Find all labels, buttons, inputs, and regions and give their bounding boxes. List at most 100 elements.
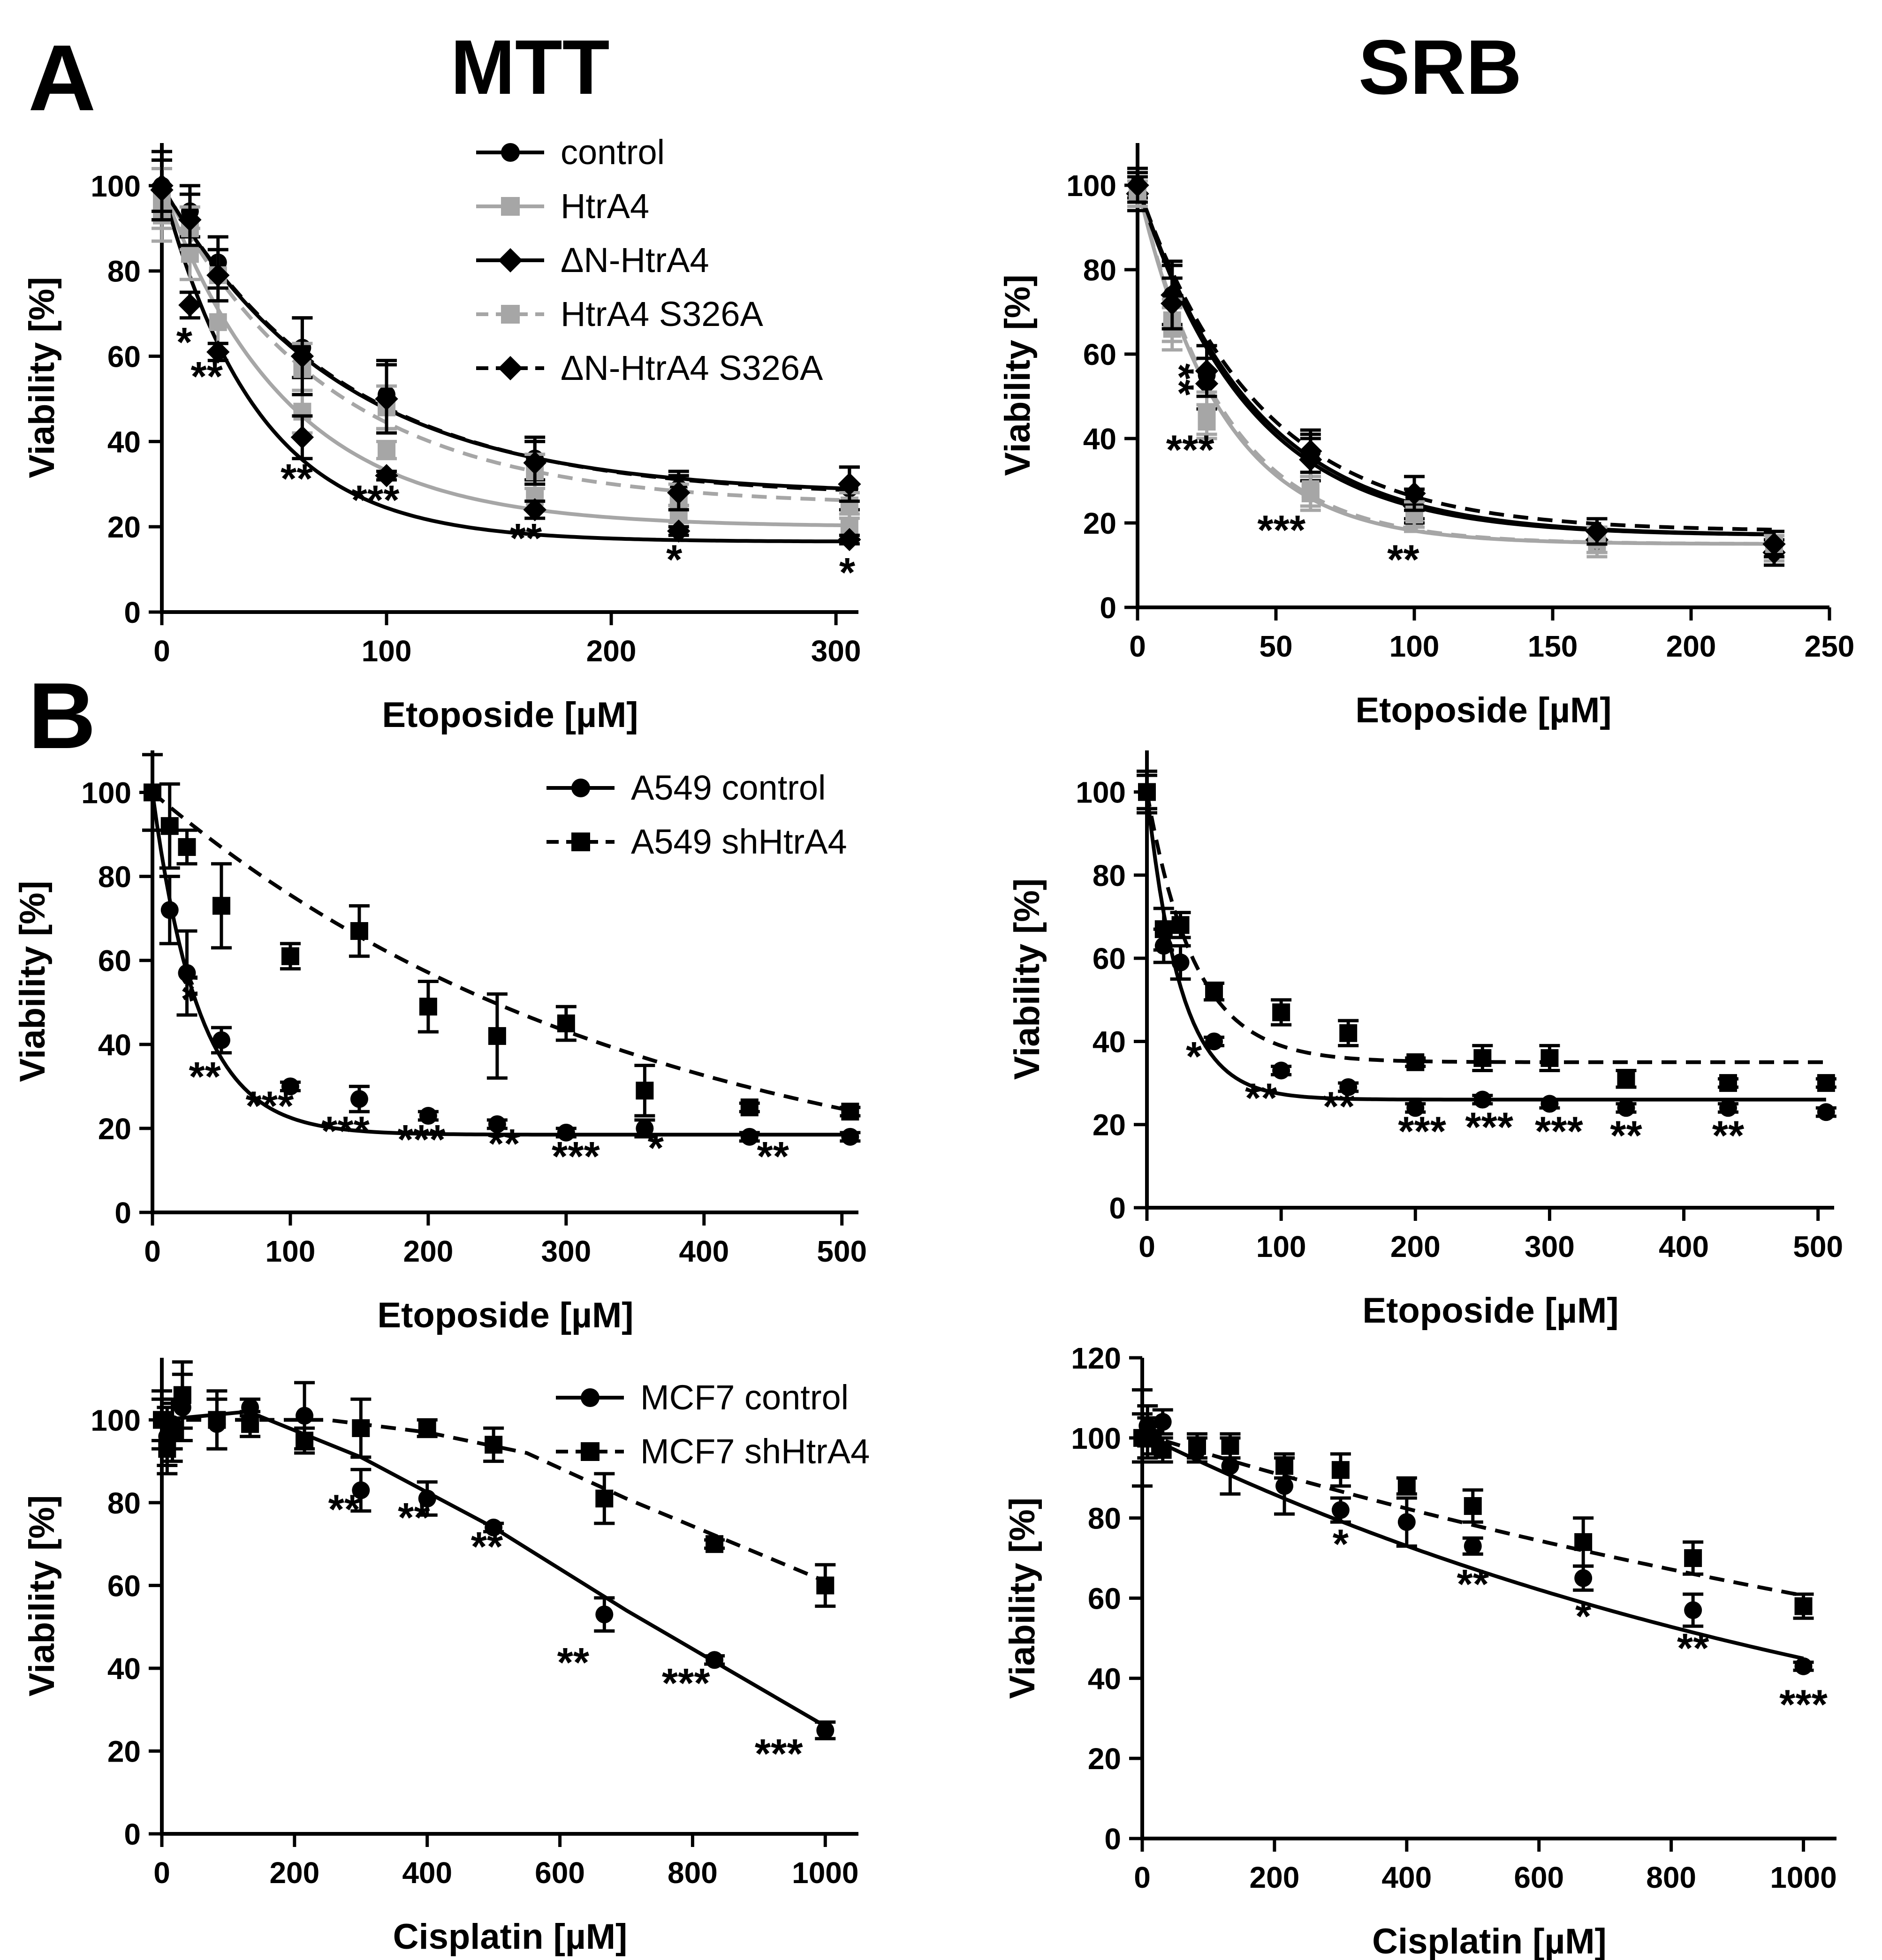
legend-marker	[571, 832, 590, 851]
x-tick-label: 400	[1659, 1230, 1709, 1264]
y-axis-title: Viability [%]	[13, 881, 53, 1082]
data-point-mcf7-control	[1221, 1457, 1239, 1475]
significance-label: ***	[351, 477, 400, 523]
data-point-n-htra4	[838, 528, 861, 552]
x-axis-title: Etoposide [µM]	[382, 695, 638, 735]
y-tick-label: 80	[1088, 1502, 1121, 1536]
x-tick-label: 0	[1134, 1861, 1151, 1894]
data-point-mcf7-control	[1574, 1569, 1593, 1587]
data-point-htra4-s326a	[1301, 480, 1320, 498]
y-tick-label: 40	[1093, 1025, 1126, 1059]
y-tick-label: 20	[98, 1112, 131, 1146]
data-point-mcf7-shhtra4	[163, 1423, 182, 1441]
data-point-htra4	[378, 441, 396, 459]
x-tick-label: 1000	[792, 1856, 858, 1890]
y-tick-label: 60	[107, 340, 141, 374]
series-line-a549-shhtra4	[1145, 791, 1826, 1064]
data-point-n-htra4	[290, 425, 314, 449]
data-point-a549-shhtra4	[1272, 1003, 1290, 1022]
data-point-mcf7-control	[706, 1651, 724, 1669]
x-tick-label: 0	[144, 1234, 161, 1268]
data-point-n-htra4-s326a	[1299, 439, 1322, 463]
data-point-a549-shhtra4	[1154, 920, 1173, 938]
legend-marker	[501, 197, 520, 216]
significance-label: **	[1323, 1083, 1355, 1129]
x-tick-label: 600	[535, 1856, 585, 1890]
data-point-n-htra4-s326a	[1585, 520, 1609, 543]
significance-label: **	[1457, 1561, 1489, 1607]
legend-label: A549 shHtrA4	[631, 822, 847, 861]
data-point-a549-control	[1541, 1095, 1559, 1113]
series-line-mcf7-shhtra4	[162, 1418, 826, 1583]
data-point-mcf7-control	[1331, 1501, 1350, 1519]
data-point-mcf7-shhtra4	[1221, 1437, 1239, 1455]
significance-label: *	[1186, 1033, 1202, 1080]
data-point-a549-shhtra4	[841, 1103, 859, 1121]
x-tick-label: 1000	[1770, 1861, 1836, 1894]
legend-label: MCF7 control	[640, 1378, 849, 1417]
significance-label: ***	[755, 1730, 803, 1777]
x-tick-label: 0	[1138, 1230, 1155, 1264]
y-tick-label: 60	[1083, 338, 1116, 371]
data-point-mcf7-control	[1397, 1513, 1416, 1531]
data-point-n-htra4-s326a	[375, 387, 398, 411]
y-tick-label: 100	[91, 169, 141, 203]
data-point-mcf7-control	[1794, 1657, 1813, 1675]
y-tick-label: 20	[107, 1734, 141, 1768]
chart-a-srb: 0 50 100 150 200 250 0 20 40 60 80 100 Etoposide [µM…	[998, 143, 1854, 730]
x-tick-label: 600	[1514, 1861, 1564, 1894]
data-point-mcf7-shhtra4	[208, 1411, 226, 1429]
y-tick-label: 100	[81, 776, 131, 810]
y-tick-label: 40	[107, 425, 141, 459]
data-point-mcf7-shhtra4	[1153, 1441, 1172, 1459]
x-tick-label: 200	[586, 634, 637, 668]
data-point-mcf7-control	[1275, 1477, 1294, 1495]
y-tick-label: 0	[124, 1817, 141, 1851]
x-tick-label: 100	[1389, 629, 1440, 663]
legend-label: HtrA4 S326A	[561, 295, 764, 333]
significance-label: **	[1677, 1625, 1709, 1671]
data-point-a549-control	[419, 1107, 437, 1125]
data-point-n-htra4-s326a	[667, 481, 691, 505]
data-point-a549-control	[281, 1077, 299, 1096]
data-point-htra4-s326a	[1198, 404, 1216, 422]
x-tick-label: 0	[153, 634, 170, 668]
legend-label: HtrA4	[561, 187, 649, 226]
significance-label: ***	[397, 1116, 446, 1163]
significance-label: **	[510, 515, 542, 561]
data-point-mcf7-control	[352, 1481, 370, 1499]
data-point-a549-control	[1339, 1078, 1358, 1096]
y-tick-label: 60	[1088, 1582, 1121, 1616]
data-point-a549-control	[488, 1115, 506, 1133]
data-point-a549-control	[1817, 1103, 1835, 1121]
data-point-mcf7-shhtra4	[241, 1415, 259, 1433]
data-point-mcf7-shhtra4	[1574, 1533, 1593, 1551]
data-point-a549-control	[350, 1090, 368, 1108]
y-tick-label: 80	[1093, 859, 1126, 893]
x-tick-label: 500	[1793, 1230, 1843, 1264]
data-point-a549-shhtra4	[740, 1098, 759, 1117]
data-point-a549-control	[160, 901, 179, 919]
y-tick-label: 60	[98, 944, 131, 978]
data-point-mcf7-control	[595, 1605, 614, 1624]
y-tick-label: 100	[91, 1403, 141, 1437]
data-point-mcf7-shhtra4	[816, 1576, 835, 1595]
significance-label: **	[189, 1053, 221, 1099]
significance-label: **	[471, 1523, 503, 1569]
x-axis-title: Etoposide [µM]	[1362, 1291, 1618, 1331]
significance-label: ***	[1465, 1104, 1513, 1150]
y-tick-label: 40	[1088, 1662, 1121, 1695]
data-point-a549-shhtra4	[212, 897, 230, 915]
y-tick-label: 40	[98, 1028, 131, 1062]
legend-label: A549 control	[631, 768, 826, 807]
legend-label: ΔN-HtrA4	[561, 241, 709, 280]
legend: MCF7 control MCF7 shHtrA4	[556, 1378, 870, 1471]
data-point-n-htra4-s326a	[1161, 292, 1184, 315]
data-point-a549-shhtra4	[1473, 1049, 1492, 1067]
y-tick-label: 100	[1076, 776, 1126, 810]
data-point-a549-control	[1171, 954, 1190, 972]
data-point-n-htra4-s326a	[290, 344, 314, 368]
y-tick-label: 100	[1066, 169, 1116, 203]
data-point-a549-control	[841, 1128, 859, 1146]
data-point-n-htra4-s326a	[1126, 174, 1149, 197]
